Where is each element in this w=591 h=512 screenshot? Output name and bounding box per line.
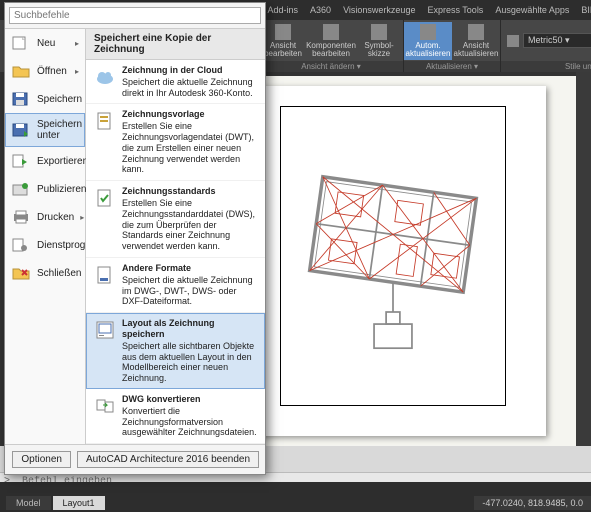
ribbon-button[interactable]: Komponentenbearbeiten xyxy=(307,22,355,60)
menu-item-tools[interactable]: Dienstprogramme▸ xyxy=(5,231,85,259)
ribbon-tab-visionswerkzeuge[interactable]: Visionswerkzeuge xyxy=(337,2,421,18)
coordinate-readout: -477.0240, 818.9485, 0.0 xyxy=(474,496,591,510)
ribbon-select[interactable]: Metric50 ▾ xyxy=(501,31,591,50)
menu-item-label: Exportieren xyxy=(37,156,88,167)
layout-tab-model[interactable]: Model xyxy=(6,496,51,510)
layout-icon xyxy=(94,319,116,341)
layout-tab-layout1[interactable]: Layout1 xyxy=(53,496,105,510)
menu-item-label: Publizieren xyxy=(37,184,86,195)
submenu-item-title: Layout als Zeichnung speichern xyxy=(122,318,257,340)
ribbon-tab-ausgewählte-apps[interactable]: Ausgewählte Apps xyxy=(489,2,575,18)
menu-item-label: Drucken xyxy=(37,212,74,223)
submenu-item[interactable]: Zeichnung in der CloudSpeichert die aktu… xyxy=(86,60,265,104)
new-icon xyxy=(11,35,31,51)
menu-footer-button[interactable]: Optionen xyxy=(12,451,71,468)
submenu-item-title: Zeichnungsvorlage xyxy=(122,109,257,120)
chevron-right-icon: ▸ xyxy=(80,213,84,222)
submenu-item[interactable]: ZeichnungsstandardsErstellen Sie eine Ze… xyxy=(86,181,265,258)
export-icon xyxy=(11,153,31,169)
menu-footer-button[interactable]: AutoCAD Architecture 2016 beenden xyxy=(77,451,259,468)
ribbon-panel-title[interactable]: Ansicht ändern ▾ xyxy=(259,61,403,72)
ribbon-button[interactable]: Symbol-skizze xyxy=(355,22,403,60)
menu-item-export[interactable]: Exportieren▸ xyxy=(5,147,85,175)
submenu-item-title: Andere Formate xyxy=(122,263,257,274)
menu-right-column: Speichert eine Kopie der Zeichnung Zeich… xyxy=(86,29,265,444)
menu-item-label: Speichernunter xyxy=(37,119,82,141)
menu-footer: Optionen AutoCAD Architecture 2016 beende… xyxy=(5,444,265,474)
vertical-scrollbar[interactable] xyxy=(576,72,591,446)
ribbon-tab-express-tools[interactable]: Express Tools xyxy=(421,2,489,18)
ribbon-tab-bim-360[interactable]: BIM 360 xyxy=(575,2,591,18)
ribbon-panel-title[interactable]: Aktualisieren ▾ xyxy=(404,61,500,72)
chevron-right-icon: ▸ xyxy=(75,67,79,76)
ribbon-tab-add-ins[interactable]: Add-ins xyxy=(262,2,305,18)
menu-left-column: Neu▸Öffnen▸SpeichernSpeichernunter▸Expor… xyxy=(5,29,86,444)
submenu-item-title: Zeichnungsstandards xyxy=(122,186,257,197)
submenu-item-title: Zeichnung in der Cloud xyxy=(122,65,257,76)
print-icon xyxy=(11,209,31,225)
application-menu: Neu▸Öffnen▸SpeichernSpeichernunter▸Expor… xyxy=(4,2,266,475)
menu-item-publish[interactable]: Publizieren▸ xyxy=(5,175,85,203)
ribbon-button[interactable]: Ansichtaktualisieren xyxy=(452,22,500,60)
fmt-icon xyxy=(94,264,116,286)
dws-icon xyxy=(94,187,116,209)
menu-item-save[interactable]: Speichern xyxy=(5,85,85,113)
menu-item-new[interactable]: Neu ▸ xyxy=(5,29,85,57)
tools-icon xyxy=(11,237,31,253)
publish-icon xyxy=(11,181,31,197)
submenu-item[interactable]: DWG konvertierenKonvertiert die Zeichnun… xyxy=(86,389,265,444)
chevron-right-icon: ▸ xyxy=(75,39,79,48)
submenu-item-desc: Erstellen Sie eine Zeichnungsvorlagendat… xyxy=(122,121,254,174)
conv-icon xyxy=(94,395,116,417)
menu-item-saveas[interactable]: Speichernunter▸ xyxy=(5,113,85,147)
ribbon-tab-a360[interactable]: A360 xyxy=(304,2,337,18)
ribbon-button[interactable]: Autom.aktualisieren xyxy=(404,22,452,60)
menu-item-open[interactable]: Öffnen ▸ xyxy=(5,57,85,85)
viewport[interactable] xyxy=(280,106,506,406)
menu-item-print[interactable]: Drucken ▸ xyxy=(5,203,85,231)
ribbon-button[interactable]: Ansichtbearbeiten xyxy=(259,22,307,60)
menu-right-heading: Speichert eine Kopie der Zeichnung xyxy=(86,29,265,60)
menu-item-label: Schließen xyxy=(37,268,81,279)
saveas-icon xyxy=(11,122,31,138)
close-icon xyxy=(11,265,31,281)
dwt-icon xyxy=(94,110,116,132)
menu-item-label: Öffnen xyxy=(37,66,67,77)
submenu-item-desc: Speichert die aktuelle Zeichnung direkt … xyxy=(122,77,253,98)
cloud-icon xyxy=(94,66,116,88)
save-icon xyxy=(11,91,31,107)
menu-item-close[interactable]: Schließen▸ xyxy=(5,259,85,287)
floorplan-drawing xyxy=(281,107,505,405)
submenu-item-title: DWG konvertieren xyxy=(122,394,257,405)
submenu-item-desc: Erstellen Sie eine Zeichnungsstandarddat… xyxy=(122,198,255,251)
submenu-item[interactable]: Andere FormateSpeichert die aktuelle Zei… xyxy=(86,258,265,313)
status-bar: ModelLayout1 -477.0240, 818.9485, 0.0 xyxy=(0,482,591,512)
menu-item-label: Speichern xyxy=(37,94,82,105)
submenu-item[interactable]: Layout als Zeichnung speichernSpeichert … xyxy=(86,313,265,389)
search-input[interactable] xyxy=(9,7,261,24)
submenu-item[interactable]: ZeichnungsvorlageErstellen Sie eine Zeic… xyxy=(86,104,265,181)
layout-tabs: ModelLayout1 xyxy=(0,494,474,512)
submenu-item-desc: Speichert die aktuelle Zeichnung im DWG-… xyxy=(122,275,253,307)
paper-sheet xyxy=(240,86,546,436)
submenu-item-desc: Speichert alle sichtbaren Objekte aus de… xyxy=(122,341,254,383)
menu-search xyxy=(5,3,265,29)
open-icon xyxy=(11,63,31,79)
menu-item-label: Neu xyxy=(37,38,55,49)
ribbon-panel-title[interactable]: Stile und Normen ▾ xyxy=(501,61,591,72)
submenu-item-desc: Konvertiert die Zeichnungsformatversion … xyxy=(122,406,257,438)
